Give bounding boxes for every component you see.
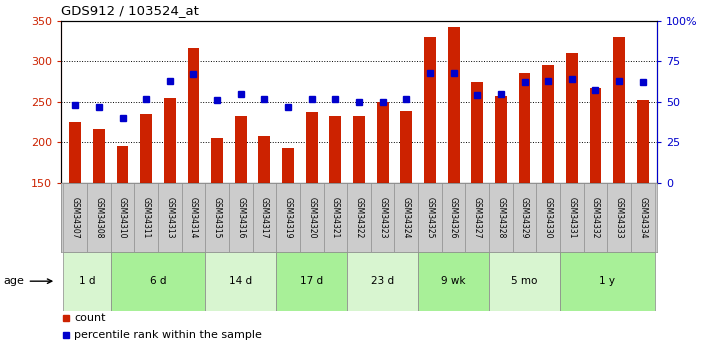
Bar [418, 252, 489, 310]
Text: GSM34308: GSM34308 [94, 197, 103, 238]
Bar [282, 148, 294, 183]
Text: GSM34317: GSM34317 [260, 197, 269, 238]
Text: GSM34329: GSM34329 [520, 197, 529, 238]
Text: GSM34328: GSM34328 [496, 197, 505, 238]
Bar [489, 252, 560, 310]
Bar [276, 252, 348, 310]
Bar [465, 183, 489, 252]
Bar [401, 111, 412, 183]
Text: 9 wk: 9 wk [442, 276, 466, 286]
Bar [63, 183, 87, 252]
Text: GSM34325: GSM34325 [426, 197, 434, 238]
Bar [229, 183, 253, 252]
Bar [63, 252, 111, 310]
Text: 5 mo: 5 mo [511, 276, 538, 286]
Bar [489, 183, 513, 252]
Bar [205, 252, 276, 310]
Bar [448, 27, 460, 183]
Bar [70, 122, 81, 183]
Bar [306, 111, 317, 183]
Text: 1 d: 1 d [79, 276, 95, 286]
Bar [276, 183, 300, 252]
Bar [495, 96, 507, 183]
Bar [235, 116, 247, 183]
Text: 14 d: 14 d [229, 276, 252, 286]
Text: GSM34313: GSM34313 [165, 197, 174, 238]
Bar [471, 81, 483, 183]
Bar [513, 183, 536, 252]
Text: GSM34321: GSM34321 [331, 197, 340, 238]
Text: 23 d: 23 d [371, 276, 394, 286]
Bar [607, 183, 631, 252]
Bar [560, 252, 655, 310]
Text: 6 d: 6 d [150, 276, 167, 286]
Bar [424, 37, 436, 183]
Text: GSM34315: GSM34315 [213, 197, 222, 238]
Text: GSM34330: GSM34330 [544, 197, 553, 238]
Bar [418, 183, 442, 252]
Bar [111, 252, 205, 310]
Bar [134, 183, 158, 252]
Text: GSM34322: GSM34322 [355, 197, 363, 238]
Bar [111, 183, 134, 252]
Bar [536, 183, 560, 252]
Bar [589, 88, 602, 183]
Bar [324, 183, 348, 252]
Bar [348, 183, 370, 252]
Bar [518, 72, 531, 183]
Bar [560, 183, 584, 252]
Text: GSM34332: GSM34332 [591, 197, 600, 238]
Text: percentile rank within the sample: percentile rank within the sample [74, 331, 262, 340]
Bar [300, 183, 324, 252]
Bar [116, 146, 129, 183]
Bar [637, 100, 648, 183]
Text: GSM34314: GSM34314 [189, 197, 198, 238]
Bar [158, 183, 182, 252]
Bar [370, 183, 394, 252]
Bar [93, 129, 105, 183]
Bar [87, 183, 111, 252]
Bar [584, 183, 607, 252]
Bar [258, 136, 270, 183]
Text: GSM34307: GSM34307 [70, 197, 80, 238]
Text: GSM34311: GSM34311 [141, 197, 151, 238]
Text: GSM34310: GSM34310 [118, 197, 127, 238]
Text: GSM34326: GSM34326 [449, 197, 458, 238]
Text: GSM34334: GSM34334 [638, 197, 648, 238]
Text: GDS912 / 103524_at: GDS912 / 103524_at [61, 4, 199, 17]
Bar [442, 183, 465, 252]
Bar [182, 183, 205, 252]
Bar [253, 183, 276, 252]
Bar [542, 65, 554, 183]
Bar [187, 48, 200, 183]
Text: age: age [4, 276, 24, 286]
Text: GSM34316: GSM34316 [236, 197, 246, 238]
Text: GSM34327: GSM34327 [472, 197, 482, 238]
Bar [631, 183, 655, 252]
Bar [211, 138, 223, 183]
Text: 17 d: 17 d [300, 276, 323, 286]
Text: GSM34333: GSM34333 [615, 197, 624, 238]
Bar [353, 116, 365, 183]
Bar [613, 37, 625, 183]
Bar [566, 53, 578, 183]
Bar [377, 102, 388, 183]
Text: 1 y: 1 y [600, 276, 615, 286]
Bar [205, 183, 229, 252]
Text: GSM34324: GSM34324 [402, 197, 411, 238]
Bar [330, 116, 341, 183]
Bar [140, 114, 152, 183]
Text: count: count [74, 313, 106, 323]
Bar [394, 183, 418, 252]
Bar [164, 98, 176, 183]
Text: GSM34320: GSM34320 [307, 197, 316, 238]
Text: GSM34331: GSM34331 [567, 197, 577, 238]
Text: GSM34323: GSM34323 [378, 197, 387, 238]
Bar [348, 252, 418, 310]
Text: GSM34319: GSM34319 [284, 197, 292, 238]
